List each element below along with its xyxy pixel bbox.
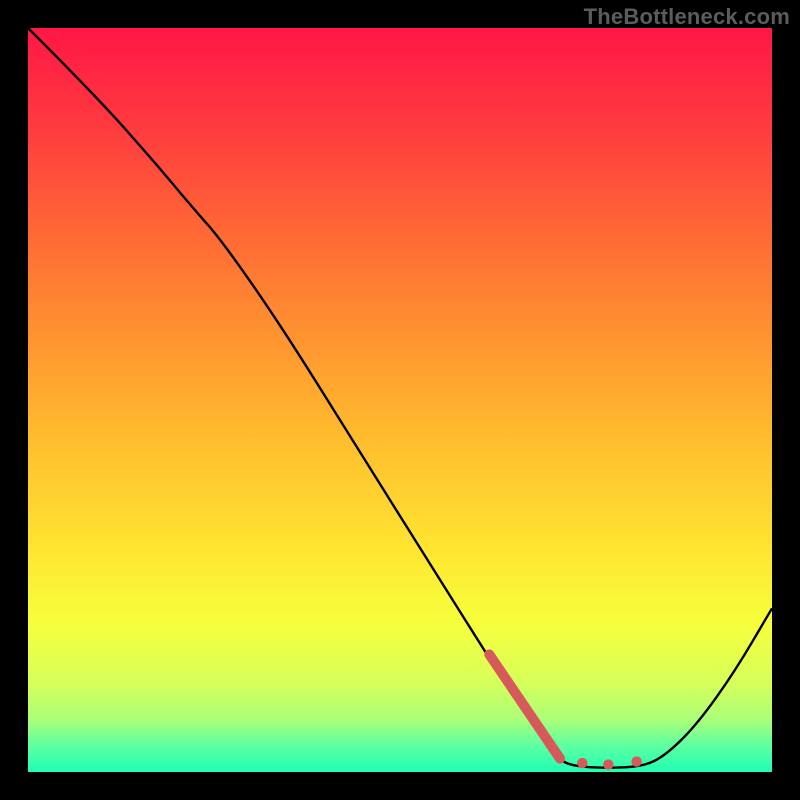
chart-svg [0, 0, 800, 800]
bottleneck-chart: TheBottleneck.com [0, 0, 800, 800]
emphasis-dot [631, 756, 641, 766]
watermark-text: TheBottleneck.com [584, 4, 790, 30]
emphasis-dot [577, 758, 587, 768]
emphasis-dot [603, 759, 613, 769]
chart-gradient-bg [28, 28, 772, 772]
